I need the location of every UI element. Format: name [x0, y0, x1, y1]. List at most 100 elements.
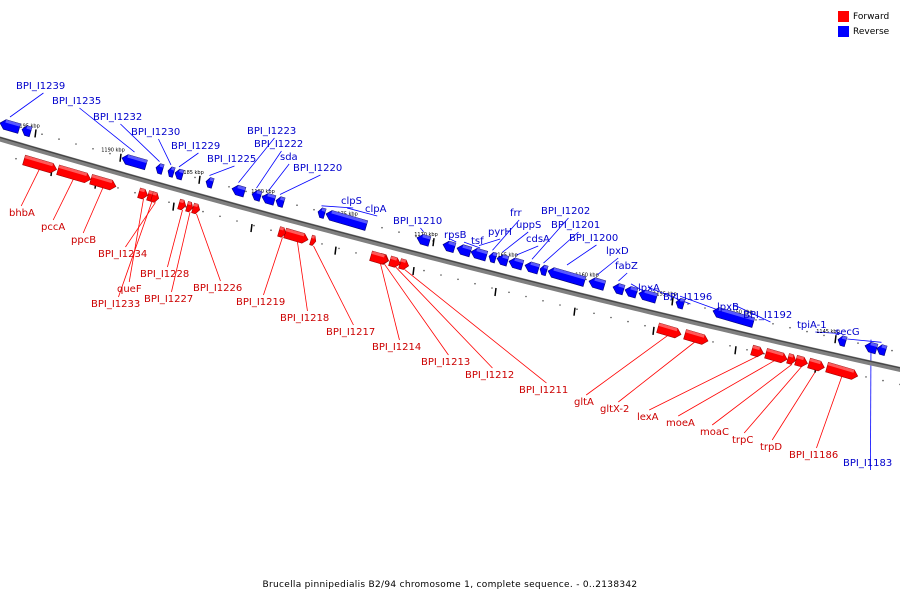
gene-highlight [618, 283, 625, 289]
scale-dot [109, 152, 111, 155]
gene-label-bpi-i1213: BPI_I1213 [421, 357, 470, 368]
reverse-gene-arrow [524, 261, 541, 275]
tick-mark [834, 335, 837, 344]
gene-bpi-i1228 [177, 198, 187, 211]
scale-dot [423, 269, 425, 272]
gene-highlight [752, 345, 761, 351]
gene-lexa [750, 344, 764, 358]
gene-highlight [311, 235, 316, 239]
leader-bhba [20, 165, 42, 207]
gene-highlight [91, 174, 113, 184]
gene-label-bpi-i1201: BPI_I1201 [551, 220, 600, 231]
gene-highlight [842, 335, 848, 340]
gene-label-tsf: tsf [471, 236, 484, 247]
leader-bpi-i1217 [313, 245, 354, 326]
forward-gene-arrow [150, 191, 160, 203]
reverse-gene-arrow [712, 307, 756, 328]
gene-highlight [371, 251, 385, 258]
scale-dot [865, 376, 867, 378]
gene-label-bpi-i1227: BPI_I1227 [144, 294, 193, 305]
scale-dot [627, 320, 629, 323]
leader-moac [711, 363, 793, 426]
tick-mark [652, 326, 655, 335]
gene-label-clps: clpS [341, 196, 362, 207]
gene-label-bpi-i1202: BPI_I1202 [541, 206, 590, 217]
gene-label-tpia-1: tpiA-1 [797, 320, 827, 331]
gene-highlight [630, 286, 638, 292]
gene-label-bpi-i1183: BPI_I1183 [843, 458, 892, 469]
leader-gltx-2 [618, 339, 698, 403]
gene-label-bpi-i1212: BPI_I1212 [465, 370, 514, 381]
gene-highlight [193, 203, 199, 208]
leader-bpi-i1229 [178, 152, 199, 168]
reverse-gene-arrow [508, 257, 525, 271]
forward-swatch [838, 11, 849, 22]
gene-label-pyrh: pyrH [488, 227, 512, 238]
leader-quef [128, 198, 144, 283]
leader-bpi-i1210 [420, 227, 424, 233]
reverse-gene-arrow [275, 196, 286, 208]
gene-label-bpi-i1225: BPI_I1225 [207, 154, 256, 165]
scale-dot [168, 201, 170, 203]
gene-bpi-i1219 [277, 226, 287, 238]
gene-tpia-1 [837, 335, 848, 348]
scale-dot [746, 349, 748, 351]
leader-rpsb [448, 238, 457, 243]
leader-pyrh [478, 238, 501, 247]
leader-glta [585, 333, 671, 396]
scale-dot [670, 299, 672, 301]
scale-dot [228, 186, 230, 188]
forward-gene-arrow [185, 201, 194, 213]
gene-trpd [807, 357, 825, 372]
gene-label-bpi-i1211: BPI_I1211 [519, 385, 568, 396]
leader-trpc [743, 365, 803, 434]
forward-gene-arrow [177, 198, 187, 211]
gene-ppcb [89, 174, 117, 191]
scale-dot [236, 220, 238, 222]
scale-dot [270, 229, 272, 231]
leader-bpi-i1223 [238, 137, 275, 183]
gene-highlight [390, 256, 398, 261]
scale-dot [321, 243, 323, 245]
legend-reverse-label: Reverse [853, 26, 890, 37]
leader-bpi-i1211 [404, 269, 547, 384]
forward-gene-arrow [369, 250, 389, 265]
gene-moac [786, 353, 797, 365]
gene-label-frr: frr [510, 208, 522, 219]
scale-dot [15, 157, 17, 160]
gene-highlight [209, 177, 215, 182]
scale-dot [355, 252, 357, 254]
reverse-gene-arrow [155, 163, 165, 175]
forward-gene-arrow [656, 322, 682, 339]
gene-label-clpa: clpA [365, 204, 387, 215]
gene-bpi-i1229 [174, 168, 185, 181]
reverse-gene-arrow [539, 264, 549, 277]
scale-dot [398, 231, 400, 233]
scale-dot [823, 334, 825, 337]
gene-label-bpi-i1218: BPI_I1218 [280, 313, 329, 324]
gene-label-bpi-i1219: BPI_I1219 [236, 297, 285, 308]
gene-label-lpxa: lpxA [638, 283, 660, 294]
gene-label-bpi-i1192: BPI_I1192 [743, 310, 792, 321]
gene-bpi-i1223 [231, 184, 247, 198]
gene-frr [488, 251, 498, 264]
reverse-gene-arrow [488, 251, 498, 264]
reverse-gene-arrow [456, 244, 473, 258]
gene-highlight [331, 210, 368, 224]
gene-highlight [148, 190, 154, 195]
chromosome-backbone [0, 136, 900, 372]
leader-bpi-i1220 [279, 174, 321, 195]
gene-label-bpi-i1234: BPI_I1234 [98, 249, 147, 260]
gene-label-lexa: lexA [637, 412, 659, 423]
reverse-gene-arrow [167, 166, 176, 178]
scale-dot [41, 133, 43, 135]
scale-dot [593, 312, 595, 315]
scale-dot [474, 282, 476, 285]
reverse-gene-arrow [588, 277, 607, 291]
leader-fabz [618, 272, 628, 282]
gene-label-bhba: bhbA [9, 208, 35, 219]
map-caption: Brucella pinnipedialis B2/94 chromosome … [262, 580, 638, 590]
gene-bpi-i1235 [121, 154, 148, 171]
scale-dot [772, 323, 774, 325]
